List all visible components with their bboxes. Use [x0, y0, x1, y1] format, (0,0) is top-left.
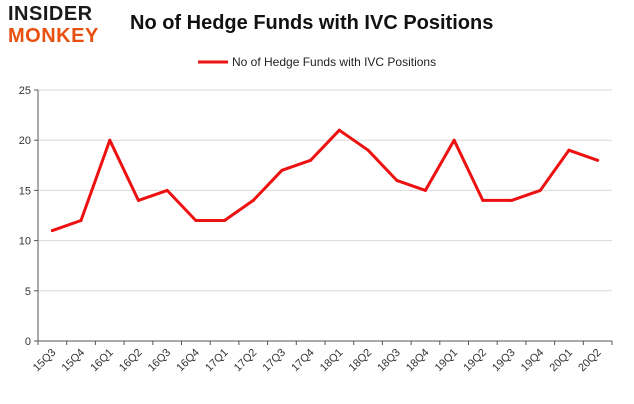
y-tick-label: 15	[19, 185, 31, 197]
data-point-16Q1	[108, 138, 112, 142]
x-tick-label-19Q4: 19Q4	[519, 347, 547, 375]
legend-label: No of Hedge Funds with IVC Positions	[232, 55, 436, 69]
x-tick-label-17Q4: 17Q4	[289, 347, 317, 375]
x-tick-label-18Q4: 18Q4	[404, 347, 432, 375]
chart-title: No of Hedge Funds with IVC Positions	[130, 12, 494, 34]
data-point-20Q1	[567, 148, 571, 152]
x-tick-label-16Q3: 16Q3	[146, 347, 174, 375]
x-tick-label-17Q2: 17Q2	[232, 347, 260, 375]
data-point-19Q1	[452, 138, 456, 142]
x-tick-label-17Q1: 17Q1	[203, 347, 231, 375]
x-tick-label-19Q2: 19Q2	[461, 347, 489, 375]
y-tick-label: 10	[19, 236, 31, 248]
data-point-16Q4	[194, 219, 198, 223]
data-point-16Q2	[136, 198, 140, 202]
x-tick-label-18Q2: 18Q2	[347, 347, 375, 375]
data-point-18Q2	[366, 148, 370, 152]
data-point-20Q2	[596, 158, 600, 162]
data-point-19Q4	[538, 188, 542, 192]
data-point-16Q3	[165, 188, 169, 192]
insider-monkey-logo: INSIDER MONKEY	[8, 4, 118, 52]
x-tick-label-16Q1: 16Q1	[88, 347, 116, 375]
x-tick-label-16Q2: 16Q2	[117, 347, 145, 375]
logo-line-2: MONKEY	[8, 25, 99, 47]
data-point-19Q3	[510, 198, 514, 202]
data-point-15Q4	[79, 219, 83, 223]
x-tick-label-18Q3: 18Q3	[375, 347, 403, 375]
x-tick-label-20Q2: 20Q2	[576, 347, 604, 375]
y-tick-label: 0	[25, 336, 31, 348]
y-tick-label: 20	[19, 135, 31, 147]
x-tick-label-20Q1: 20Q1	[548, 347, 576, 375]
y-tick-label: 25	[19, 85, 31, 97]
x-tick-label-15Q3: 15Q3	[31, 347, 59, 375]
data-point-18Q1	[337, 128, 341, 132]
x-tick-label-17Q3: 17Q3	[261, 347, 289, 375]
data-point-15Q3	[50, 229, 54, 233]
x-tick-label-18Q1: 18Q1	[318, 347, 346, 375]
logo-line-1: INSIDER	[8, 3, 93, 25]
y-tick-label: 5	[25, 286, 31, 298]
data-point-17Q1	[223, 219, 227, 223]
x-tick-label-19Q3: 19Q3	[490, 347, 518, 375]
x-tick-label-16Q4: 16Q4	[174, 347, 202, 375]
x-tick-label-19Q1: 19Q1	[433, 347, 461, 375]
series-line-0	[50, 128, 600, 233]
data-point-17Q4	[309, 158, 313, 162]
x-tick-label-15Q4: 15Q4	[60, 347, 88, 375]
data-point-17Q2	[251, 198, 255, 202]
data-point-19Q2	[481, 198, 485, 202]
data-point-17Q3	[280, 168, 284, 172]
data-point-18Q3	[395, 178, 399, 182]
data-point-18Q4	[423, 188, 427, 192]
